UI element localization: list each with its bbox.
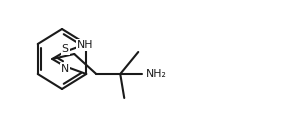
Text: S: S [62,44,69,54]
Text: NH: NH [77,40,94,50]
Text: NH₂: NH₂ [146,69,167,79]
Text: N: N [61,64,69,74]
